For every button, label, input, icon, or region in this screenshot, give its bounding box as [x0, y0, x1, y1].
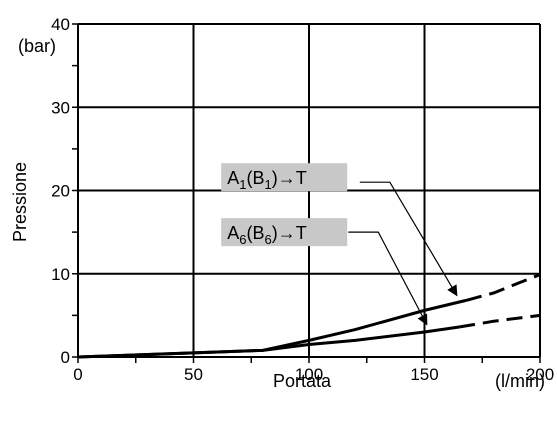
x-tick-label: 150: [410, 365, 438, 384]
series-2-label: A6(B6)→T: [227, 223, 306, 247]
y-axis-title: Pressione: [10, 162, 30, 242]
y-tick-label: 30: [51, 98, 70, 117]
series-2-line: [77, 325, 460, 359]
series-2-dashed-line: [458, 313, 541, 329]
x-tick-label: 100: [295, 365, 323, 384]
series-2-label-box: [221, 218, 348, 247]
x-tick-label: 50: [184, 365, 203, 384]
series-2-leader-arrow: [348, 231, 428, 326]
x-axis-ticks: 0 50 100 150 200: [73, 357, 554, 384]
series-1-label-box: [221, 163, 348, 192]
series-lines: [77, 273, 541, 359]
y-axis-ticks: 0 10 20 30 40: [51, 15, 78, 367]
y-tick-label: 10: [51, 265, 70, 284]
y-axis-unit: (bar): [18, 36, 56, 56]
x-axis-unit: (l/min): [495, 371, 545, 391]
y-tick-label: 0: [61, 348, 70, 367]
x-tick-label: 0: [73, 365, 82, 384]
series-labels: A1(B1)→T A6(B6)→T: [221, 163, 458, 326]
series-1-label: A1(B1)→T: [227, 168, 306, 192]
x-tick-label: 200: [526, 365, 554, 384]
x-axis-title: Portata: [273, 371, 332, 391]
series-1-dashed-line: [465, 273, 541, 302]
y-tick-label: 40: [51, 15, 70, 34]
y-tick-label: 20: [51, 182, 70, 201]
series-1-leader-arrow: [359, 181, 458, 297]
